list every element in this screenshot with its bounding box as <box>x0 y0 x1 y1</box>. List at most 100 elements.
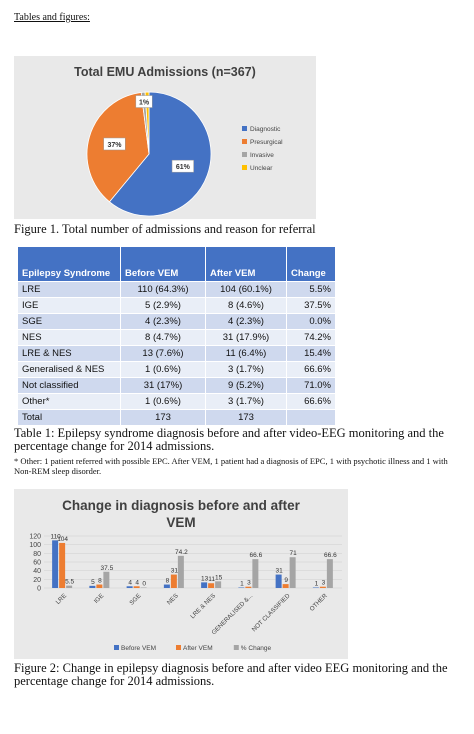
bar-data-label: 9 <box>284 577 288 584</box>
y-tick-label: 120 <box>29 534 41 541</box>
bar-after-vem <box>282 584 289 588</box>
table-row: LRE 110 (64.3%) 104 (60.1%) 5.5% <box>17 281 336 298</box>
table-total-row: Total 173 173 <box>17 409 336 426</box>
bar-data-label: 4 <box>135 579 139 586</box>
bar-after-vem <box>208 583 215 588</box>
pie-data-label: 1% <box>139 100 150 107</box>
bar-data-label: 11 <box>208 576 215 583</box>
legend-label: Diagnostic <box>250 126 281 133</box>
legend-swatch <box>176 645 181 650</box>
header-change: Change <box>286 246 336 282</box>
cell-change <box>286 409 336 426</box>
pie-data-label: 61% <box>176 164 191 171</box>
legend-swatch <box>233 645 239 650</box>
bar-after-vem <box>245 586 252 588</box>
pie-data-label-box <box>171 159 194 173</box>
bar-data-label: 71 <box>290 550 298 557</box>
cell-change: 66.6% <box>286 393 336 410</box>
cell-syndrome: Other* <box>17 393 121 410</box>
bar-data-label: 110 <box>50 533 61 540</box>
table-row: Generalised & NES 1 (0.6%) 3 (1.7%) 66.6% <box>17 361 336 378</box>
cell-before: 1 (0.6%) <box>120 393 206 410</box>
cell-syndrome: Generalised & NES <box>17 361 121 378</box>
legend-label: Presurgical <box>250 139 283 146</box>
cell-before: 31 (17%) <box>120 377 206 394</box>
bar-data-label: 1 <box>240 581 244 588</box>
table-row: Other* 1 (0.6%) 3 (1.7%) 66.6% <box>17 393 336 410</box>
table-row: NES 8 (4.7%) 31 (17.9%) 74.2% <box>17 329 336 346</box>
bar-data-label: 8 <box>98 578 102 585</box>
bar-before-vem <box>275 574 282 588</box>
cell-after: 173 <box>205 409 287 426</box>
bar-change <box>177 555 184 588</box>
bar-after-vem <box>133 586 140 588</box>
pie-slice-diagnostic <box>108 91 212 217</box>
legend-swatch <box>242 165 247 170</box>
bar-before-vem <box>312 587 319 588</box>
figure-2-bar-chart: Change in diagnosis before and after VEM… <box>14 489 348 659</box>
cell-change: 15.4% <box>286 345 336 362</box>
cell-syndrome: Not classified <box>17 377 121 394</box>
bar-data-label: 3 <box>322 580 326 587</box>
bar-after-vem <box>96 584 103 588</box>
bar-data-label: 66.6 <box>250 552 263 559</box>
bar-after-vem <box>170 574 177 588</box>
cell-syndrome: SGE <box>17 313 121 330</box>
cell-after: 3 (1.7%) <box>205 361 287 378</box>
x-tick-label: OTHER <box>309 592 330 613</box>
cell-syndrome: Total <box>17 409 121 426</box>
bar-before-vem <box>89 585 96 588</box>
bar-before-vem <box>52 540 59 588</box>
bar-chart-title: Change in diagnosis before and after <box>62 498 301 513</box>
pie-data-label: 37% <box>107 142 122 149</box>
y-tick-label: 60 <box>33 560 41 567</box>
y-tick-label: 80 <box>33 551 41 558</box>
cell-change: 0.0% <box>286 313 336 330</box>
bar-data-label: 66.6 <box>324 552 337 559</box>
table-header-row: Epilepsy Syndrome Before VEM After VEM C… <box>17 246 336 282</box>
bar-change <box>215 581 222 588</box>
y-tick-label: 100 <box>29 542 41 549</box>
pie-chart-title: Total EMU Admissions (n=367) <box>74 65 256 79</box>
section-heading: Tables and figures: <box>14 12 90 23</box>
cell-change: 71.0% <box>286 377 336 394</box>
cell-change: 5.5% <box>286 281 336 298</box>
bar-change <box>66 585 73 588</box>
cell-before: 8 (4.7%) <box>120 329 206 346</box>
syndrome-table: Epilepsy Syndrome Before VEM After VEM C… <box>17 246 336 426</box>
cell-change: 74.2% <box>286 329 336 346</box>
legend-swatch <box>242 139 247 144</box>
bar-data-label: 74.2 <box>175 549 188 556</box>
cell-before: 110 (64.3%) <box>120 281 206 298</box>
table-row: LRE & NES 13 (7.6%) 11 (6.4%) 15.4% <box>17 345 336 362</box>
cell-syndrome: NES <box>17 329 121 346</box>
x-tick-label: IGE <box>93 592 105 604</box>
bar-change <box>103 571 110 588</box>
header-syndrome: Epilepsy Syndrome <box>17 246 121 282</box>
legend-label: After VEM <box>183 645 213 652</box>
bar-data-label: 0 <box>142 581 146 588</box>
y-tick-label: 40 <box>33 568 41 575</box>
bar-change <box>326 559 333 588</box>
bar-data-label: 104 <box>57 536 68 543</box>
bar-after-vem <box>319 586 326 588</box>
x-tick-label: SGE <box>128 592 142 606</box>
pie-data-label-box <box>135 95 153 108</box>
y-tick-label: 20 <box>33 577 41 584</box>
bar-data-label: 3 <box>247 580 251 587</box>
table-row: IGE 5 (2.9%) 8 (4.6%) 37.5% <box>17 297 336 314</box>
header-before-vem: Before VEM <box>120 246 206 282</box>
bar-chart-title: VEM <box>166 515 195 530</box>
table-1-caption: Table 1: Epilepsy syndrome diagnosis bef… <box>14 426 444 453</box>
bar-data-label: 15 <box>215 574 223 581</box>
cell-after: 31 (17.9%) <box>205 329 287 346</box>
table-1-footnote: * Other: 1 patient referred with possibl… <box>14 456 448 476</box>
x-tick-label: NES <box>166 592 180 606</box>
pie-data-label-box <box>103 137 126 151</box>
legend-label: Unclear <box>250 165 273 172</box>
x-tick-label: LRE <box>55 592 68 605</box>
cell-syndrome: LRE <box>17 281 121 298</box>
legend-swatch <box>114 645 119 650</box>
bar-data-label: 31 <box>171 568 179 575</box>
bar-before-vem <box>201 582 208 588</box>
